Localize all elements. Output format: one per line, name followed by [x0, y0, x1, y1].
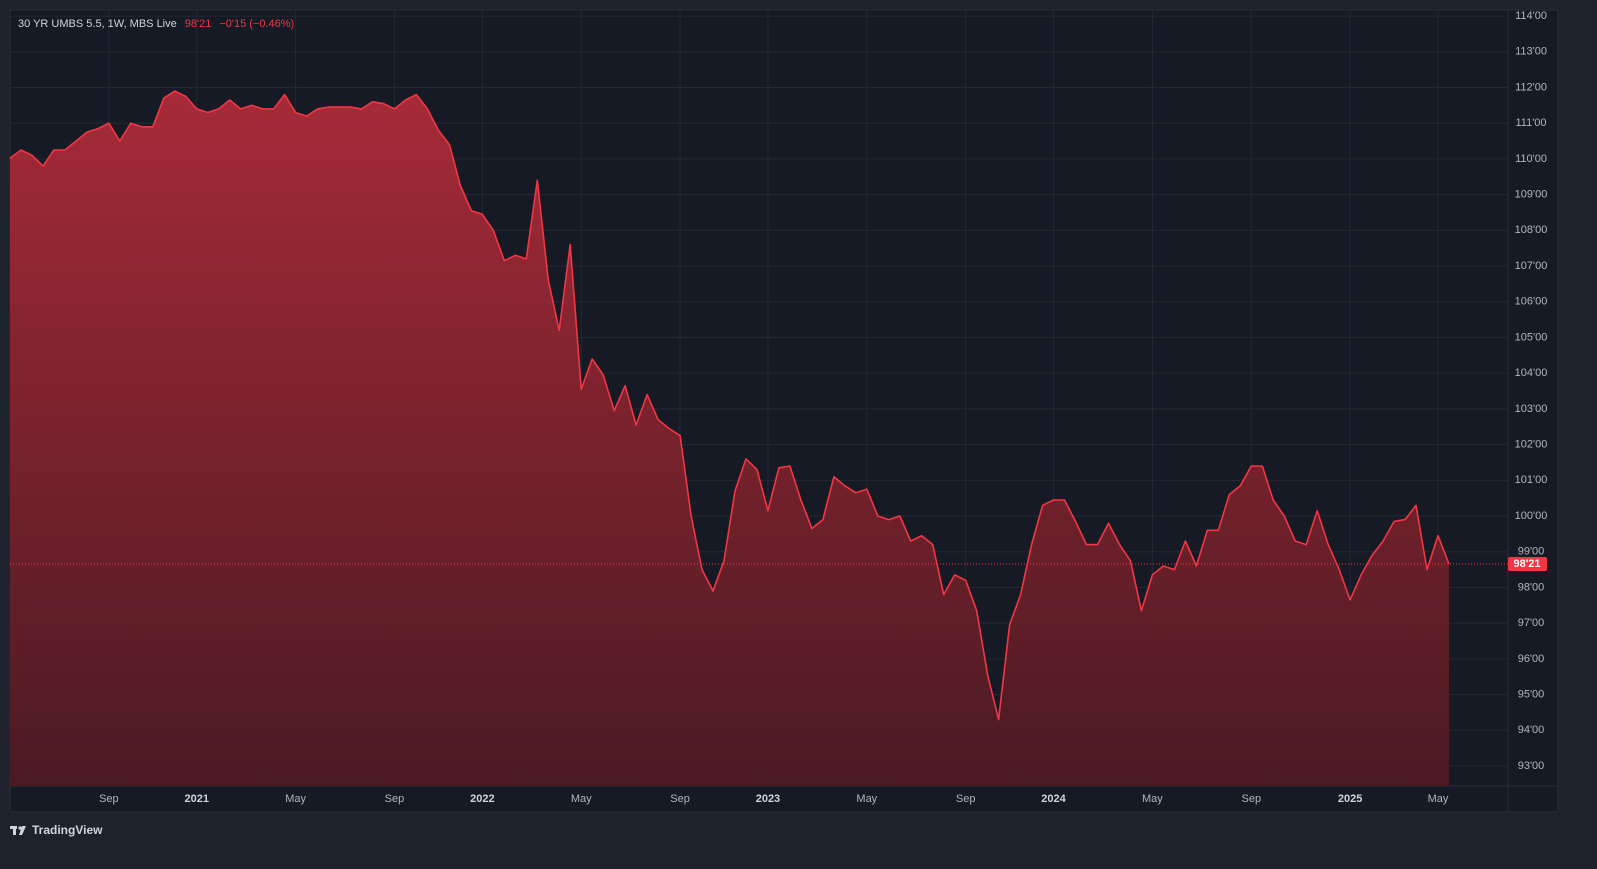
y-tick-label: 93'00 [1518, 760, 1545, 772]
x-tick-label: 2025 [1338, 793, 1362, 805]
y-tick-label: 98'00 [1518, 581, 1545, 593]
y-tick-label: 110'00 [1515, 153, 1547, 165]
y-tick-label: 97'00 [1518, 617, 1545, 629]
brand-name: TradingView [32, 823, 103, 837]
brand-logo [10, 826, 26, 835]
y-tick-label: 101'00 [1515, 474, 1548, 486]
chart-title: 30 YR UMBS 5.5, 1W, MBS Live [18, 18, 177, 30]
x-tick-label: 2022 [470, 793, 494, 805]
header-change: −0'15 (−0.46%) [219, 18, 294, 30]
y-tick-label: 104'00 [1515, 367, 1548, 379]
y-tick-label: 113'00 [1515, 46, 1547, 58]
y-tick-label: 102'00 [1515, 439, 1548, 451]
header-price: 98'21 [185, 18, 212, 30]
y-tick-label: 112'00 [1515, 81, 1547, 93]
y-tick-label: 109'00 [1515, 189, 1548, 201]
axes: 93'00 94'00 95'00 96'00 97'00 98'00 99'00 100'0… [99, 10, 1547, 805]
x-tick-label: May [856, 793, 877, 805]
x-tick-label: Sep [99, 793, 119, 805]
area-fill [10, 91, 1449, 787]
x-tick-label: 2023 [756, 793, 780, 805]
x-tick-label: Sep [956, 793, 976, 805]
y-tick-label: 108'00 [1515, 224, 1548, 236]
y-tick-label: 99'00 [1518, 546, 1545, 558]
y-tick-label: 111'00 [1515, 117, 1546, 129]
y-tick-label: 94'00 [1518, 724, 1545, 736]
x-tick-label: 2021 [184, 793, 208, 805]
y-tick-label: 95'00 [1518, 688, 1545, 700]
y-tick-label: 96'00 [1518, 653, 1545, 665]
x-tick-label: 2024 [1041, 793, 1066, 805]
y-tick-label: 106'00 [1515, 296, 1548, 308]
y-tick-label: 100'00 [1515, 510, 1548, 522]
x-tick-label: Sep [670, 793, 690, 805]
x-tick-label: Sep [385, 793, 405, 805]
y-tick-label: 105'00 [1515, 331, 1548, 343]
last-price-badge [1508, 557, 1547, 572]
x-tick-label: Sep [1241, 793, 1261, 805]
x-tick-label: May [1142, 793, 1163, 805]
x-tick-label: May [571, 793, 592, 805]
y-tick-label: 107'00 [1515, 260, 1548, 272]
price-line [9, 90, 1450, 721]
x-tick-label: May [1428, 793, 1449, 805]
plot [9, 90, 1508, 787]
x-tick-label: May [285, 793, 306, 805]
y-tick-label: 114'00 [1515, 10, 1547, 22]
last-price-label: 98'21 [1513, 558, 1540, 570]
y-tick-label: 103'00 [1515, 403, 1548, 415]
